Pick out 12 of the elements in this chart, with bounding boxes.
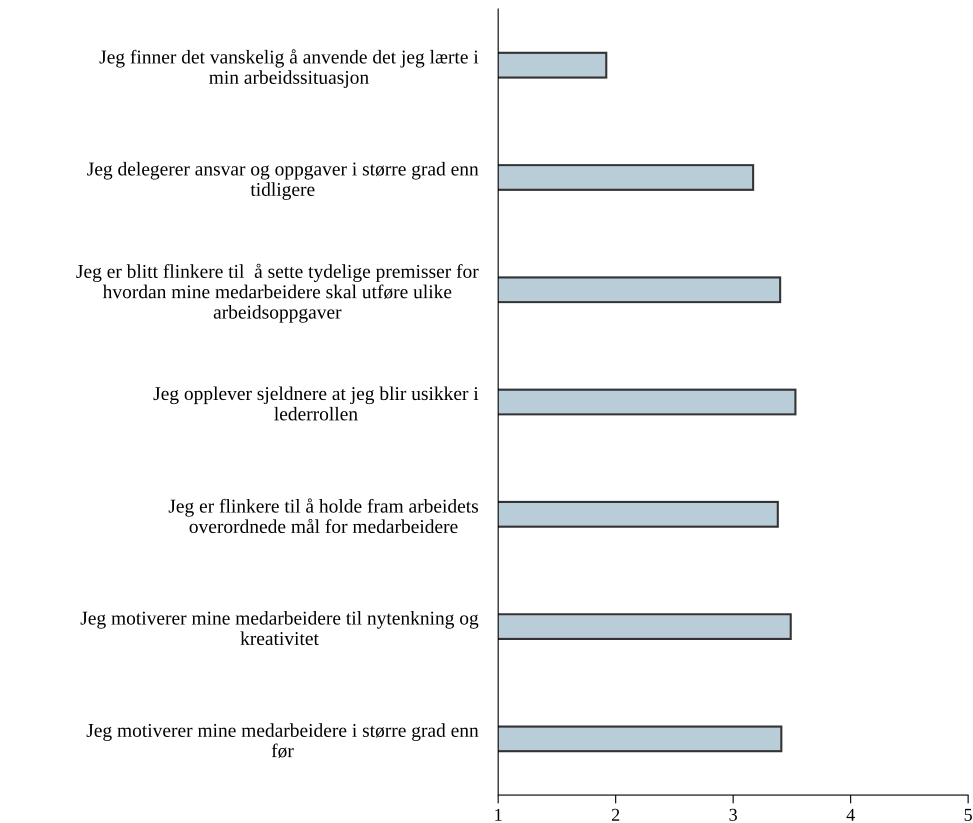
x-tick-label: 3 — [730, 808, 737, 821]
y-tick-label: Jeg finner det vanskelig å anvende det jeg lærte i min arbeidssituasjon — [100, 49, 478, 88]
y-tick-label: Jeg er blitt flinkere til å sette tydelige premisser for hvordan mine medarbeidere skal utføre ulike arbeidsoppgaver — [76, 264, 479, 323]
y-tick-label: Jeg delegerer ansvar og oppgaver i større grad enn tidligere — [87, 162, 478, 200]
y-tick-label: Jeg opplever sjeldnere at jeg blir usikker i lederrollen — [154, 386, 478, 421]
y-tick-label: Jeg motiverer mine medarbeidere til nytenkning og kreativitet — [80, 611, 478, 646]
x-tick-label: 1 — [495, 808, 502, 821]
y-tick-label: Jeg er flinkere til å holde fram arbeidets overordnede mål for medarbeidere — [168, 498, 478, 534]
y-tick-label: Jeg motiverer mine medarbeidere i større grad enn før — [86, 723, 478, 758]
x-tick-label: 5 — [964, 808, 972, 821]
x-tick-label: 2 — [612, 808, 620, 821]
x-tick-label: 4 — [846, 808, 855, 821]
